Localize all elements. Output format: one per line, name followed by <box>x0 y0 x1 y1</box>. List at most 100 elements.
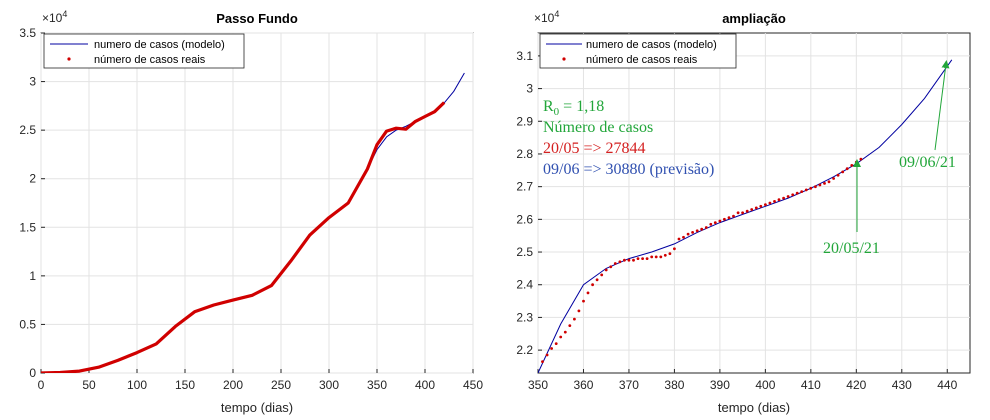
right-real-point <box>759 204 763 208</box>
left-y-exponent-label: ×104 <box>42 9 67 25</box>
left-x-tick-label: 0 <box>38 378 45 392</box>
right-real-point <box>727 216 731 220</box>
right-real-point <box>591 283 594 287</box>
right-y-tick-label: 2.8 <box>516 147 533 161</box>
right-real-point <box>704 226 708 229</box>
left-x-tick-label: 100 <box>127 378 147 392</box>
right-real-point <box>823 182 826 185</box>
right-y-tick-label: 2.6 <box>516 212 533 226</box>
right-real-point <box>700 227 704 231</box>
right-x-tick-label: 420 <box>846 378 866 392</box>
right-x-tick-label: 390 <box>710 378 730 392</box>
left-y-tick-label: 3.5 <box>19 26 36 40</box>
left-y-tick-label: 3 <box>29 75 36 89</box>
right-chart-panel: 350 360 370 380 390 400 410 420 430 440 2.2 2.3 2.4 2… <box>516 9 971 415</box>
right-real-point <box>668 252 672 256</box>
right-real-point <box>741 211 744 215</box>
right-real-point <box>577 309 581 313</box>
right-real-point <box>723 217 726 221</box>
right-real-point <box>673 247 676 251</box>
right-real-point <box>814 185 817 189</box>
left-real-points-trace <box>41 101 446 373</box>
left-series <box>41 72 465 373</box>
left-x-axis-label: tempo (dias) <box>221 400 293 415</box>
right-real-point <box>845 167 849 171</box>
right-grid <box>537 33 970 373</box>
right-real-point <box>795 191 799 195</box>
right-real-point <box>677 237 681 241</box>
right-model-line <box>538 59 953 373</box>
right-real-point <box>841 170 845 174</box>
right-real-point <box>713 221 717 225</box>
left-legend-box <box>43 33 245 69</box>
right-y-tick-label: 2.2 <box>516 343 533 357</box>
right-real-point <box>659 255 663 259</box>
left-legend-model-label: numero de casos (modelo) <box>94 39 225 51</box>
right-real-point <box>559 335 563 339</box>
left-x-tick-label: 300 <box>319 378 339 392</box>
right-chart-title: ampliação <box>722 11 786 26</box>
right-real-point <box>613 262 617 265</box>
left-plot-area <box>40 32 474 374</box>
left-y-tick-label: 0 <box>29 366 36 380</box>
right-y-tick-label: 3 <box>526 82 533 96</box>
right-real-point <box>809 186 813 190</box>
right-real-point <box>791 193 795 197</box>
left-x-tick-label: 150 <box>175 378 195 392</box>
right-real-point <box>604 268 608 272</box>
right-real-point <box>786 195 790 198</box>
right-legend-real-label: número de casos reais <box>586 54 698 66</box>
right-real-point <box>686 232 690 236</box>
left-grid <box>40 32 474 374</box>
right-real-point <box>627 258 631 262</box>
right-real-point <box>745 209 749 213</box>
right-real-point <box>586 291 590 295</box>
right-real-point <box>736 211 740 215</box>
right-real-point <box>623 258 626 262</box>
right-y-tick-label: 2.9 <box>516 114 533 128</box>
right-y-exponent-label: ×104 <box>534 9 559 25</box>
right-real-point <box>600 273 604 277</box>
right-x-tick-label: 440 <box>937 378 957 392</box>
right-real-point <box>691 231 694 234</box>
right-legend-box <box>539 33 737 69</box>
right-real-point <box>563 330 567 334</box>
left-x-tick-label: 200 <box>223 378 243 392</box>
right-real-point <box>663 253 667 257</box>
right-y-tick-label: 2.7 <box>516 180 533 194</box>
right-real-point <box>764 203 767 207</box>
right-real-point <box>773 200 776 203</box>
cases-forecast-annotation: 09/06 => 30880 (previsão) <box>543 161 714 178</box>
right-real-point <box>818 183 822 187</box>
left-x-tick-label: 50 <box>82 378 96 392</box>
right-real-point <box>609 265 613 269</box>
left-y-tick-label: 1 <box>29 269 36 283</box>
left-legend-real-swatch <box>67 57 71 61</box>
right-real-point <box>632 258 635 262</box>
left-legend-real-label: número de casos reais <box>94 54 206 66</box>
right-real-point <box>836 173 840 177</box>
right-real-point <box>636 257 640 260</box>
right-real-point <box>582 299 585 303</box>
right-y-tick-label: 3.1 <box>516 49 533 63</box>
right-real-point <box>654 255 658 259</box>
left-y-tick-label: 1.5 <box>19 220 36 234</box>
arrow-09-06 <box>934 60 950 151</box>
right-real-point <box>732 214 735 218</box>
right-x-tick-label: 400 <box>755 378 775 392</box>
left-chart-panel: 0 50 100 150 200 250 300 350 400 450 0 0.5 1 1.5 2 2.5 3… <box>19 9 483 415</box>
right-legend: numero de casos (modelo) número de casos… <box>539 33 737 69</box>
right-real-point <box>859 157 863 161</box>
right-x-tick-label: 430 <box>892 378 912 392</box>
left-ticks: 0 50 100 150 200 250 300 350 400 450 0 0.5 1 1.5 2 2.5 3… <box>19 26 483 392</box>
left-x-tick-label: 350 <box>367 378 387 392</box>
right-real-point <box>545 353 549 357</box>
right-annotations: R0 = 1,18 Número de casos 20/05 => 27844… <box>543 60 956 257</box>
cases-title-annotation: Número de casos <box>543 119 653 136</box>
right-x-tick-label: 360 <box>573 378 593 392</box>
cases-real-annotation: 20/05 => 27844 <box>543 140 646 157</box>
right-x-tick-label: 350 <box>528 378 548 392</box>
right-real-point <box>754 206 758 210</box>
right-y-tick-label: 2.5 <box>516 245 533 259</box>
right-legend-model-label: numero de casos (modelo) <box>586 39 717 51</box>
